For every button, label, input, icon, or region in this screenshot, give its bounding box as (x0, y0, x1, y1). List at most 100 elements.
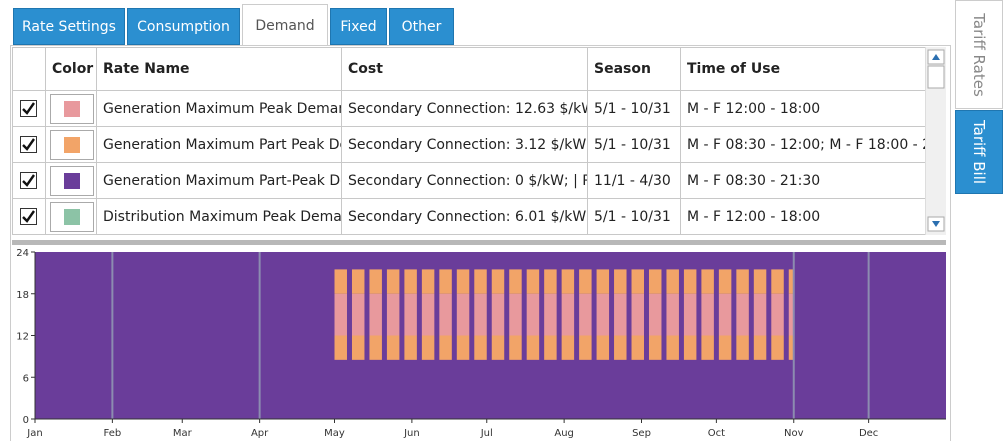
rate-block (753, 293, 767, 336)
x-tick-label: Aug (554, 428, 574, 439)
rate-block (614, 293, 627, 336)
y-tick-label: 6 (23, 373, 29, 384)
rate-block (788, 335, 794, 360)
rate-block (666, 269, 679, 294)
rate-block (683, 335, 697, 360)
side-tab[interactable]: Tariff Rates (955, 0, 1003, 109)
swatch-fill (64, 208, 80, 225)
checkbox[interactable] (20, 100, 37, 117)
x-tick-label: Jun (403, 428, 420, 439)
checkbox[interactable] (20, 136, 37, 153)
tab[interactable]: Fixed (330, 8, 387, 45)
y-tick-label: 0 (23, 415, 29, 426)
column-header: Rate Name (97, 48, 342, 91)
tab[interactable]: Other (389, 8, 454, 45)
header-cell (13, 48, 46, 91)
y-tick-label: 18 (16, 290, 29, 301)
color-swatch[interactable] (50, 93, 94, 124)
table-cell: 5/1 - 10/31 (588, 91, 681, 127)
color-swatch[interactable] (50, 129, 94, 160)
rate-block (736, 335, 749, 360)
table-cell: 5/1 - 10/31 (588, 127, 681, 163)
rate-block (631, 335, 644, 360)
checkbox-cell (13, 199, 46, 235)
checkbox[interactable] (20, 172, 37, 189)
splitter[interactable] (12, 240, 946, 245)
table-cell: M - F 08:30 - 21:30 (681, 163, 926, 199)
rate-block (771, 335, 784, 360)
rate-block (736, 269, 749, 294)
color-swatch[interactable] (50, 165, 94, 196)
rate-block (788, 293, 794, 336)
rate-block (753, 269, 767, 294)
checkbox[interactable] (20, 208, 37, 225)
panel (10, 45, 951, 441)
rate-block (788, 269, 794, 294)
rate-block (701, 269, 714, 294)
checkbox-box (20, 172, 37, 189)
y-tick-label: 12 (16, 332, 29, 343)
rate-block (386, 269, 400, 294)
rates-table: Color Rate Name Cost Season Time of Use Gener… (12, 47, 946, 235)
rate-block (561, 335, 575, 360)
rate-block (369, 269, 382, 294)
column-header: Time of Use (681, 48, 926, 91)
rate-block (421, 269, 435, 294)
table-cell: M - F 12:00 - 18:00 (681, 91, 926, 127)
rate-block (456, 335, 470, 360)
side-tab-label: Tariff Rates (970, 12, 988, 97)
x-tick-label: Jan (26, 428, 42, 439)
rate-block (351, 269, 365, 294)
rate-block (404, 269, 417, 294)
rate-block (334, 335, 347, 360)
rate-block (351, 335, 365, 360)
tab[interactable]: Consumption (127, 8, 240, 45)
checkmark (22, 210, 35, 223)
rate-block (526, 293, 540, 336)
column-header: Cost (342, 48, 588, 91)
color-swatch[interactable] (50, 201, 94, 232)
tab[interactable]: Demand (242, 4, 328, 46)
x-tick-label: Jul (480, 428, 493, 439)
rate-block (386, 335, 400, 360)
side-tab[interactable]: Tariff Bill (955, 110, 1003, 194)
rate-block (701, 335, 714, 360)
tab[interactable]: Rate Settings (13, 8, 125, 45)
rate-block (509, 269, 522, 294)
swatch-fill (64, 100, 80, 117)
rate-block (544, 335, 557, 360)
schedule-chart: 0 6 12 18 24 Jan Feb Mar Apr May Jun Jul Aug Sep Oct No… (16, 248, 946, 439)
rate-block (753, 335, 767, 360)
scrollbar[interactable] (925, 47, 946, 235)
checkbox-box (20, 136, 37, 153)
rate-block (439, 335, 452, 360)
x-tick-label: Mar (173, 428, 193, 439)
rate-block (421, 335, 435, 360)
rate-block (666, 335, 679, 360)
rate-block (736, 293, 749, 336)
rate-block (491, 293, 505, 336)
rate-block (491, 269, 505, 294)
x-tick-label: Feb (104, 428, 122, 439)
checkbox-box (20, 208, 37, 225)
checkbox-cell (13, 127, 46, 163)
scroll-arrows (927, 49, 945, 232)
rate-block (771, 269, 784, 294)
background-band (35, 252, 946, 419)
table-cell: Generation Maximum Part-Peak Demand (97, 163, 342, 199)
rate-block (334, 269, 347, 294)
x-tick-label: Dec (859, 428, 878, 439)
rate-block (718, 293, 732, 336)
rate-block (648, 269, 662, 294)
rate-block (386, 293, 400, 336)
color-cell (46, 91, 97, 127)
rate-block (404, 293, 417, 336)
table-cell: Secondary Connection: 6.01 $/kW; | (342, 199, 588, 235)
table-cell: Secondary Connection: 3.12 $/kW; | (342, 127, 588, 163)
rate-block (579, 269, 592, 294)
rate-block (596, 293, 610, 336)
rate-block (561, 269, 575, 294)
rate-block (456, 269, 470, 294)
table-cell: Secondary Connection: 0 $/kW; | Pr (342, 163, 588, 199)
x-tick-label: Sep (632, 428, 651, 439)
